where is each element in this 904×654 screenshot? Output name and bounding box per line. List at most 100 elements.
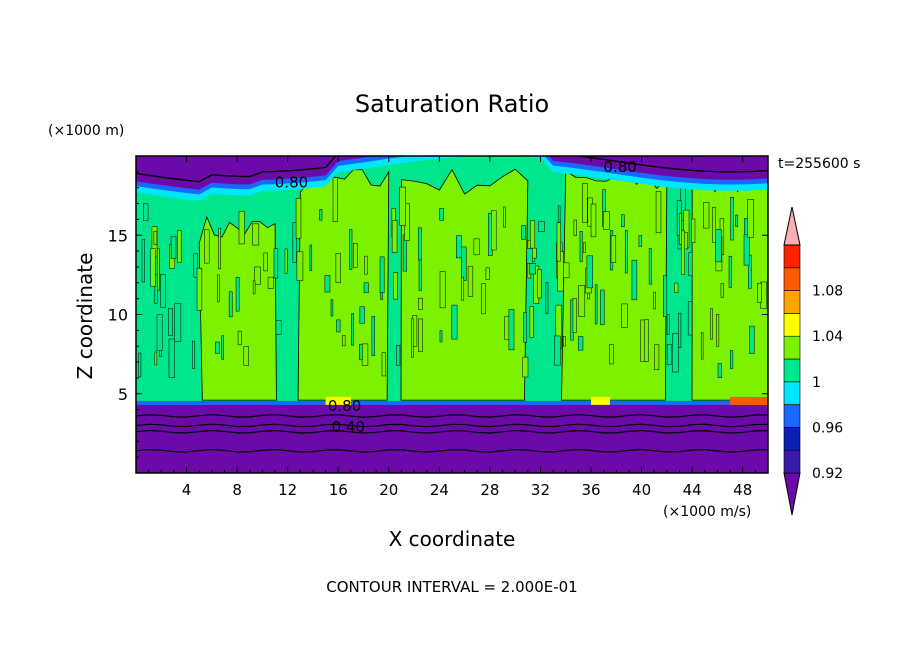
contour-line: [136, 414, 768, 418]
contour-streak: [537, 269, 542, 299]
contour-streak: [177, 230, 182, 263]
x-tick-label: 16: [329, 481, 348, 499]
contour-line: [136, 156, 768, 183]
contour-streak: [143, 203, 149, 221]
contour-streak: [156, 314, 163, 351]
contour-streak: [503, 206, 506, 228]
contour-streak: [582, 183, 588, 223]
time-label: t=255600 s: [778, 156, 860, 172]
contour-streak: [743, 234, 750, 266]
contour-streak: [654, 344, 660, 370]
contour-streak: [747, 199, 754, 238]
contour-streak: [610, 235, 617, 263]
contour-streak: [353, 242, 358, 268]
contour-streak: [674, 282, 679, 293]
contour-streak: [715, 229, 722, 263]
y-tick-label: 5: [118, 385, 128, 404]
supersaturated-pocket: [325, 396, 351, 405]
x-axis-label: X coordinate: [389, 527, 516, 551]
colorbar-tick-label: 1: [812, 375, 821, 391]
contour-streak: [729, 350, 734, 369]
colorbar-swatch: [783, 244, 801, 269]
contour-streak: [396, 344, 401, 366]
contour-streak: [364, 255, 368, 275]
supersaturated-region: [297, 168, 390, 401]
contour-streak: [529, 306, 534, 338]
x-tick-label: 32: [531, 481, 550, 499]
contour-streak: [526, 248, 533, 264]
contour-streak: [757, 282, 762, 303]
contour-streak: [681, 230, 685, 275]
contour-streak: [252, 280, 256, 295]
colorbar: 0.92 0.96 1 1.04 1.08: [783, 206, 843, 516]
y-tick-label: 10: [108, 306, 128, 325]
x-tick-label: 24: [430, 481, 449, 499]
contour-streak: [504, 316, 510, 340]
contour-line: [136, 448, 768, 453]
contour-streak: [359, 306, 365, 324]
contour-field: 0.80 0.80 0.80 0.40: [136, 156, 768, 473]
contour-label: 0.80: [603, 158, 636, 176]
contour-label: 0.80: [328, 397, 361, 415]
contour-streak: [204, 229, 210, 264]
contour-streak: [330, 299, 334, 317]
contour-streak: [624, 230, 628, 274]
contour-streak: [672, 333, 679, 373]
x-tick-label: 36: [581, 481, 600, 499]
contour-streak: [590, 203, 597, 238]
contour-streak: [295, 198, 302, 239]
contour-label: 0.40: [332, 418, 365, 436]
contour-streak: [578, 285, 586, 317]
contour-streak: [573, 219, 577, 236]
contour-streak: [361, 343, 369, 366]
contour-streak: [335, 252, 341, 284]
contour-streak: [712, 206, 717, 243]
contour-streak: [583, 242, 587, 253]
contour-streak: [473, 238, 480, 256]
contour-streak: [138, 352, 142, 378]
colorbar-tick-label: 1.08: [812, 284, 843, 300]
contour-streak: [456, 235, 462, 259]
chart-title: Saturation Ratio: [355, 90, 549, 118]
contour-streak: [418, 227, 422, 261]
contour-streak: [332, 177, 338, 222]
contour-streak: [717, 363, 722, 378]
contour-streak: [392, 272, 398, 300]
contour-streak: [648, 248, 652, 285]
contour-streak: [666, 314, 670, 335]
contour-streak: [168, 308, 173, 336]
contour-streak: [653, 291, 656, 310]
contour-streak: [284, 248, 288, 274]
contour-streak: [508, 309, 515, 351]
contour-streak: [336, 319, 341, 333]
contour-streak: [467, 265, 474, 297]
colorbar-swatch: [783, 404, 801, 428]
supersaturated-pocket: [730, 396, 768, 405]
colorbar-swatch: [783, 290, 801, 314]
contour-streak: [735, 214, 739, 227]
x-unit-label: (×1000 m/s): [663, 504, 751, 520]
x-tick-label: 44: [683, 481, 702, 499]
x-tick-label: 28: [480, 481, 499, 499]
colorbar-swatch: [783, 427, 801, 451]
colorbar-swatch: [783, 267, 801, 291]
contour-streak: [349, 229, 353, 270]
contour-streak: [237, 330, 242, 346]
contour-streak: [529, 263, 536, 275]
contour-streak: [363, 282, 369, 294]
contour-streak: [730, 196, 734, 241]
contour-streak: [578, 336, 584, 351]
lower-transition: [136, 400, 768, 405]
contour-interval-footer: CONTOUR INTERVAL = 2.000E-01: [326, 578, 577, 596]
contour-streak: [267, 276, 274, 289]
x-tick-label: 48: [733, 481, 752, 499]
contour-streak: [252, 223, 260, 246]
contour-streak: [215, 341, 220, 354]
colorbar-swatch: [783, 335, 801, 360]
contour-streak: [485, 267, 490, 280]
contour-streak: [644, 319, 649, 362]
contour-line: [136, 423, 768, 428]
contour-streak: [572, 298, 577, 333]
contour-streak: [217, 274, 220, 303]
